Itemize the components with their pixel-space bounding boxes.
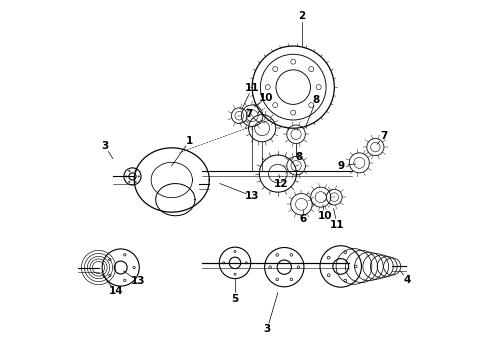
Text: 5: 5 <box>231 294 239 303</box>
Text: 8: 8 <box>313 95 320 105</box>
Text: 2: 2 <box>298 11 306 21</box>
Text: 14: 14 <box>108 287 123 296</box>
Text: 12: 12 <box>273 179 288 189</box>
Text: 3: 3 <box>101 141 109 151</box>
Text: 7: 7 <box>245 109 252 119</box>
Text: 9: 9 <box>338 161 345 171</box>
Text: 13: 13 <box>245 191 259 201</box>
Text: 4: 4 <box>404 275 411 285</box>
Text: 10: 10 <box>318 211 332 221</box>
Text: 3: 3 <box>264 324 271 334</box>
Text: 11: 11 <box>245 83 259 93</box>
Text: 6: 6 <box>299 214 307 224</box>
Text: 8: 8 <box>295 152 302 162</box>
Text: 11: 11 <box>330 220 344 230</box>
Text: 10: 10 <box>259 93 274 103</box>
Text: 1: 1 <box>186 136 193 146</box>
Text: 7: 7 <box>380 131 387 141</box>
Text: 13: 13 <box>130 276 145 286</box>
